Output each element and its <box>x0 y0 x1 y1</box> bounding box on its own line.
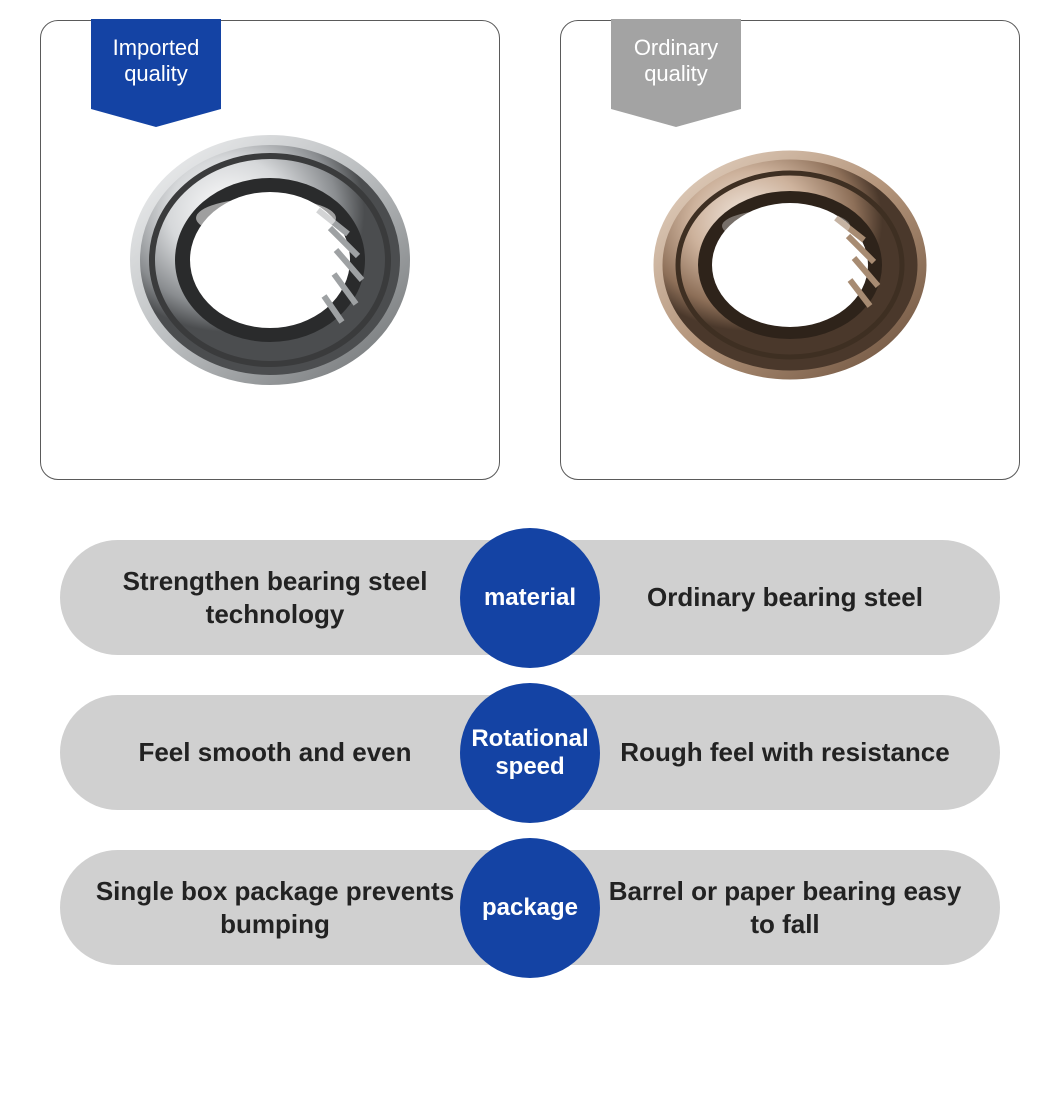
compare-right: Barrel or paper bearing easy to fall <box>530 850 1000 965</box>
product-card-imported: Imported quality <box>40 20 500 480</box>
ribbon-text: Imported quality <box>113 35 200 88</box>
ribbon-line1: Ordinary <box>634 35 718 60</box>
ribbon-ordinary: Ordinary quality <box>611 19 741 109</box>
compare-center-label: package <box>460 838 600 978</box>
compare-center-label: Rotational speed <box>460 683 600 823</box>
compare-row-material: Strengthen bearing steel technology Ordi… <box>60 540 1000 655</box>
bearing-image-imported <box>120 100 420 400</box>
compare-row-speed: Feel smooth and even Rough feel with res… <box>60 695 1000 810</box>
ribbon-imported: Imported quality <box>91 19 221 109</box>
compare-center-label: material <box>460 528 600 668</box>
compare-right: Ordinary bearing steel <box>530 540 1000 655</box>
product-card-ordinary: Ordinary quality <box>560 20 1020 480</box>
comparison-list: Strengthen bearing steel technology Ordi… <box>20 540 1040 965</box>
compare-row-package: Single box package prevents bumping Barr… <box>60 850 1000 965</box>
bearing-image-ordinary <box>640 100 940 400</box>
compare-right: Rough feel with resistance <box>530 695 1000 810</box>
ribbon-line2: quality <box>124 61 188 86</box>
ribbon-text: Ordinary quality <box>634 35 718 88</box>
ribbon-line1: Imported <box>113 35 200 60</box>
ribbon-line2: quality <box>644 61 708 86</box>
product-comparison-row: Imported quality <box>20 20 1040 480</box>
